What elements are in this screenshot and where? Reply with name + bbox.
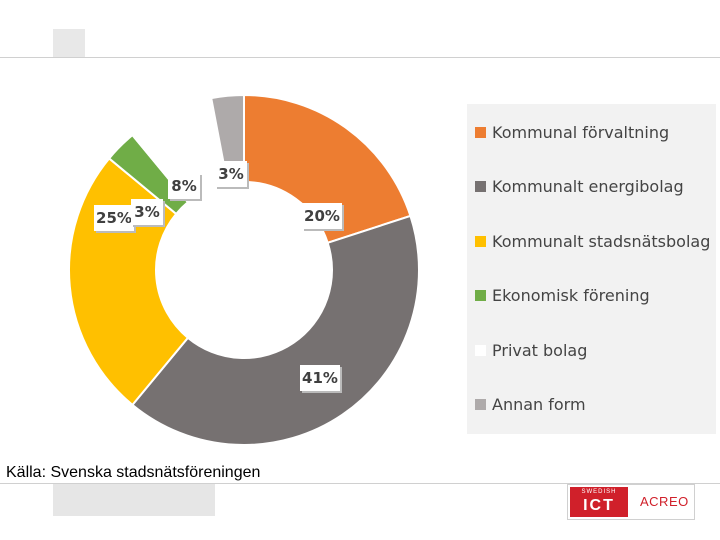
svg-text:41%: 41% <box>302 369 338 387</box>
legend-label: Annan form <box>492 395 586 414</box>
legend-item-5: Annan form <box>475 393 586 417</box>
data-label-1: 41% <box>300 365 342 393</box>
svg-text:25%: 25% <box>96 209 132 227</box>
chart-legend: Kommunal förvaltning Kommunalt energibola… <box>467 104 716 434</box>
logo-name: ACREO <box>640 494 689 509</box>
logo-small-text: SWEDISH <box>581 489 617 495</box>
legend-item-2: Kommunalt stadsnätsbolag <box>475 229 710 253</box>
legend-item-3: Ekonomisk förening <box>475 284 650 308</box>
bottom-decor-tab <box>53 484 215 516</box>
bottom-divider <box>0 483 720 484</box>
legend-swatch <box>475 126 486 138</box>
swedish-ict-mark: SWEDISH ICT <box>570 487 628 517</box>
svg-text:3%: 3% <box>134 203 159 221</box>
donut-svg: 20%41%25% 3%8%3% <box>68 93 420 446</box>
data-label-4: 8% <box>168 173 202 201</box>
logo-big-text: ICT <box>583 497 615 514</box>
legend-label: Privat bolag <box>492 340 588 360</box>
legend-swatch <box>475 235 486 247</box>
svg-text:20%: 20% <box>304 207 340 225</box>
legend-item-4: Privat bolag <box>475 338 587 362</box>
legend-swatch <box>475 344 486 356</box>
legend-swatch <box>475 181 486 192</box>
legend-swatch <box>475 290 486 301</box>
legend-label: Ekonomisk förening <box>492 286 650 305</box>
data-label-2: 25% <box>94 205 136 233</box>
svg-text:3%: 3% <box>218 165 243 183</box>
legend-item-0: Kommunal förvaltning <box>475 120 669 144</box>
data-label-5: 3% <box>215 161 249 189</box>
donut-slice-0 <box>243 93 412 245</box>
swedish-ict-acreo-logo: SWEDISH ICT ACREO <box>567 484 695 520</box>
top-divider <box>0 57 720 58</box>
donut-chart: 20% 41% 25% 3% 8% 3% Kommunal förvaltning Komm… <box>0 58 720 483</box>
data-label-0: 20% <box>302 203 344 231</box>
source-caption: Källa: Svenska stadsnätsföreningen <box>6 464 261 481</box>
legend-swatch <box>475 399 486 410</box>
legend-item-1: Kommunalt energibolag <box>475 175 684 199</box>
legend-label: Kommunal förvaltning <box>492 122 670 142</box>
data-label-3: 3% <box>131 199 165 227</box>
svg-text:8%: 8% <box>171 177 196 195</box>
donut-slice-1 <box>131 214 420 446</box>
legend-label: Kommunalt stadsnätsbolag <box>492 231 711 251</box>
legend-label: Kommunalt energibolag <box>492 177 684 196</box>
top-decor-tab <box>53 29 85 57</box>
